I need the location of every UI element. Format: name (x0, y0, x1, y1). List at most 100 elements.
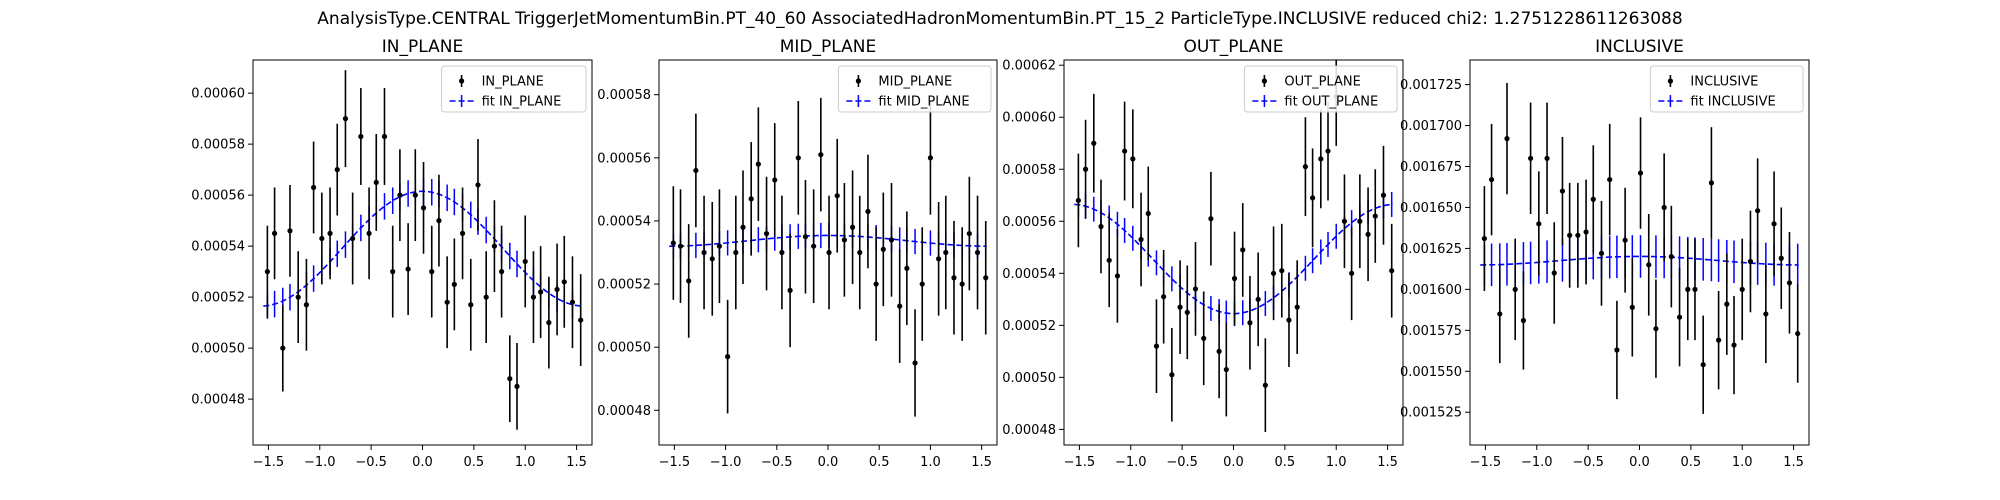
subplot-grid: IN_PLANE −1.5 −1.0 −0.5 0.0 0.5 1.0 1.5 0.00048 0… (191, 37, 1810, 470)
data-point (1114, 273, 1121, 279)
y-tick-label: 0.001625 (1400, 242, 1462, 257)
data-point (1739, 286, 1745, 292)
data-point (818, 152, 824, 158)
data-point (1575, 232, 1581, 238)
data-point (522, 258, 528, 265)
data-point (826, 249, 832, 256)
legend-box (1243, 65, 1398, 113)
x-tick-label: −1.5 (1064, 455, 1096, 470)
data-point (849, 224, 856, 230)
legend-label-fit: fit MID_PLANE (878, 95, 969, 110)
data-point (1795, 330, 1801, 337)
y-tick-label: 0.001675 (1400, 160, 1462, 175)
data-point (880, 246, 886, 252)
y-tick-label: 0.001725 (1400, 78, 1462, 93)
data-point (1192, 286, 1199, 292)
data-point (1279, 268, 1285, 274)
data-point (1668, 253, 1674, 260)
legend: INCLUSIVE fit INCLUSIVE (1649, 65, 1804, 113)
data-point (709, 256, 715, 262)
data-point (1130, 156, 1136, 162)
x-tick-label: 0.0 (1223, 455, 1244, 470)
data-point (1716, 337, 1722, 343)
x-tick-label: −1.5 (659, 455, 691, 470)
data-point (912, 360, 918, 366)
data-point (959, 281, 965, 287)
data-point (897, 303, 903, 309)
data-point (1372, 213, 1378, 219)
data-point (779, 249, 785, 256)
data-point (1488, 176, 1495, 183)
x-tick-label: 1.0 (515, 455, 536, 470)
data-point (1138, 236, 1144, 243)
data-point (569, 299, 576, 305)
x-tick-label: 1.5 (1377, 455, 1398, 470)
legend-box (837, 65, 992, 113)
plot-area (1074, 60, 1395, 432)
data-point (1216, 348, 1222, 354)
data-point (983, 275, 989, 281)
data-point (1270, 270, 1277, 276)
data-point (733, 249, 739, 256)
fit-line (1480, 255, 1799, 266)
data-point (280, 345, 286, 351)
x-tick-label: −1.0 (710, 455, 742, 470)
data-point (412, 192, 418, 198)
plot-area (669, 97, 989, 417)
data-point (1161, 294, 1167, 300)
data-point (834, 193, 840, 199)
data-point (491, 243, 498, 249)
data-point (740, 224, 746, 230)
data-point (1763, 311, 1769, 317)
plot-area (1480, 82, 1801, 414)
data-point (1607, 176, 1613, 183)
y-tick-label: 0.00056 (597, 151, 651, 166)
data-point (865, 208, 871, 215)
data-point (1598, 250, 1605, 256)
data-point (1724, 301, 1730, 307)
x-tick-label: −1.5 (253, 455, 285, 470)
data-point (538, 289, 544, 295)
data-point (1106, 257, 1112, 263)
data-point (390, 269, 396, 275)
data-point (857, 249, 863, 256)
data-point (1708, 180, 1715, 186)
data-point (1208, 216, 1214, 222)
data-point (311, 184, 317, 191)
data-point (420, 205, 427, 211)
data-point (1481, 235, 1487, 242)
data-point (327, 230, 333, 236)
data-point (334, 167, 340, 173)
data-point (873, 281, 879, 287)
data-point (919, 281, 925, 287)
data-point (468, 302, 474, 308)
y-tick-label: 0.00058 (191, 138, 245, 153)
subplot-title: OUT_PLANE (1184, 37, 1284, 57)
data-point (451, 281, 457, 287)
data-point (358, 133, 364, 140)
data-point (366, 230, 372, 236)
legend-data-marker (1667, 78, 1673, 84)
data-point (763, 230, 770, 237)
x-tick-label: −1.5 (1470, 455, 1502, 470)
y-tick-label: 0.00054 (191, 240, 245, 255)
data-point (1247, 320, 1253, 326)
data-point (271, 230, 278, 236)
legend-box (441, 65, 587, 113)
data-point (748, 196, 754, 202)
legend-label-fit: fit OUT_PLANE (1284, 95, 1378, 110)
plot-area (263, 70, 584, 430)
data-point (397, 192, 403, 198)
x-tick-label: −0.5 (355, 455, 387, 470)
data-point (514, 383, 520, 389)
data-point (1504, 136, 1510, 142)
data-point (693, 167, 699, 174)
data-point (373, 179, 379, 185)
data-point (701, 249, 707, 256)
data-point (295, 294, 301, 300)
y-tick-label: 0.001550 (1400, 365, 1462, 380)
data-point (974, 249, 981, 256)
y-tick-label: 0.00054 (1002, 267, 1056, 282)
